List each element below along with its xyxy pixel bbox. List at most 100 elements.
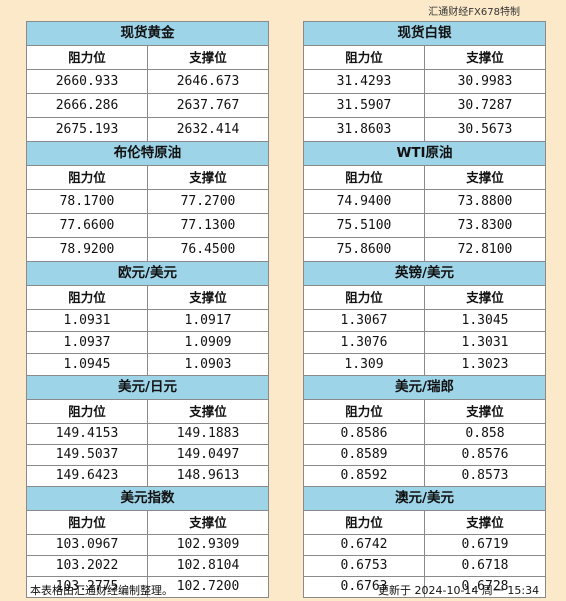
support-value: 149.1883 [176, 426, 240, 441]
support-value: 1.3023 [461, 357, 509, 372]
support-value: 0.8576 [461, 447, 509, 462]
support-value: 0.858 [465, 426, 505, 441]
resistance-header: 阻力位 [27, 46, 148, 69]
support-value: 149.0497 [176, 447, 240, 462]
table-row: 31.8603 30.5673 [304, 118, 545, 142]
resistance-value: 2660.933 [27, 70, 148, 93]
resistance-value: 31.5907 [304, 94, 425, 117]
resistance-header: 阻力位 [304, 46, 425, 69]
table-row: 75.8600 72.8100 [304, 238, 545, 262]
support-value: 30.5673 [457, 122, 513, 137]
credit-label: 汇通财经FX678特制 [428, 7, 520, 18]
instrument-block: 澳元/美元 阻力位 支撑位 0.6742 0.6719 0.6753 0.6718 0.676… [304, 487, 545, 597]
column-header-row: 阻力位 支撑位 [304, 511, 545, 535]
resistance-value: 74.9400 [304, 190, 425, 213]
resistance-value: 1.3067 [304, 310, 425, 331]
column-header-row: 阻力位 支撑位 [27, 286, 268, 310]
resistance-value: 149.4153 [27, 424, 148, 444]
resistance-value: 0.8589 [304, 445, 425, 465]
column-header-row: 阻力位 支撑位 [304, 286, 545, 310]
table-row: 1.0945 1.0903 [27, 354, 268, 376]
support-header: 支撑位 [466, 404, 504, 419]
resistance-header: 阻力位 [27, 166, 148, 189]
resistance-value: 103.2022 [27, 556, 148, 576]
resistance-value: 0.6753 [304, 556, 425, 576]
support-header: 支撑位 [466, 515, 504, 530]
resistance-value: 149.6423 [27, 466, 148, 486]
resistance-value: 31.4293 [304, 70, 425, 93]
support-header: 支撑位 [466, 170, 504, 185]
table-row: 0.8586 0.858 [304, 424, 545, 445]
instrument-block: 英镑/美元 阻力位 支撑位 1.3067 1.3045 1.3076 1.3031 1.309… [304, 262, 545, 376]
resistance-value: 1.0931 [27, 310, 148, 331]
table-row: 103.2775 102.7200 [27, 577, 268, 597]
resistance-value: 1.309 [304, 354, 425, 375]
column-header-row: 阻力位 支撑位 [27, 400, 268, 424]
table-row: 0.6753 0.6718 [304, 556, 545, 577]
resistance-header: 阻力位 [27, 511, 148, 534]
column-header-row: 阻力位 支撑位 [304, 166, 545, 190]
resistance-value: 78.9200 [27, 238, 148, 261]
table-row: 0.8592 0.8573 [304, 466, 545, 487]
instrument-block: 美元/日元 阻力位 支撑位 149.4153 149.1883 149.5037 149.0… [27, 376, 268, 487]
table-row: 0.6742 0.6719 [304, 535, 545, 556]
resistance-value: 31.8603 [304, 118, 425, 141]
table-row: 2666.286 2637.767 [27, 94, 268, 118]
footer-note: 本表格由汇通财经编制整理。 [30, 584, 173, 597]
resistance-value: 0.6763 [304, 577, 425, 597]
support-value: 148.9613 [176, 468, 240, 483]
instrument-block: 布伦特原油 阻力位 支撑位 78.1700 77.2700 77.6600 77.1300 7… [27, 142, 268, 262]
table-row: 75.5100 73.8300 [304, 214, 545, 238]
table-row: 149.4153 149.1883 [27, 424, 268, 445]
instrument-title: 美元指数 [27, 487, 268, 511]
resistance-value: 77.6600 [27, 214, 148, 237]
left-column: 现货黄金 阻力位 支撑位 2660.933 2646.673 2666.286 2637.7… [26, 21, 269, 598]
footer-updated: 更新于 2024-10-14 周一 15:34 [378, 584, 540, 597]
support-value: 1.3045 [461, 313, 509, 328]
column-header-row: 阻力位 支撑位 [304, 46, 545, 70]
instrument-block: 欧元/美元 阻力位 支撑位 1.0931 1.0917 1.0937 1.0909 1.094… [27, 262, 268, 376]
support-header: 支撑位 [189, 515, 227, 530]
instrument-title: 现货黄金 [27, 22, 268, 46]
table-row: 78.1700 77.2700 [27, 190, 268, 214]
right-column: 现货白银 阻力位 支撑位 31.4293 30.9983 31.5907 30.7287 31… [303, 21, 546, 598]
instrument-title: 布伦特原油 [27, 142, 268, 166]
instrument-block: WTI原油 阻力位 支撑位 74.9400 73.8800 75.5100 73.8300 7… [304, 142, 545, 262]
instrument-title: 现货白银 [304, 22, 545, 46]
column-header-row: 阻力位 支撑位 [27, 166, 268, 190]
support-header: 支撑位 [189, 50, 227, 65]
support-value: 0.6728 [461, 579, 509, 594]
support-value: 30.9983 [457, 74, 513, 89]
support-header: 支撑位 [189, 404, 227, 419]
support-value: 1.3031 [461, 335, 509, 350]
resistance-value: 103.2775 [27, 577, 148, 597]
table-row: 1.3076 1.3031 [304, 332, 545, 354]
table-row: 1.3067 1.3045 [304, 310, 545, 332]
table-row: 149.5037 149.0497 [27, 445, 268, 466]
support-value: 77.2700 [180, 194, 236, 209]
table-row: 78.9200 76.4500 [27, 238, 268, 262]
support-value: 73.8300 [457, 218, 513, 233]
support-value: 2637.767 [176, 98, 240, 113]
resistance-header: 阻力位 [304, 511, 425, 534]
resistance-value: 149.5037 [27, 445, 148, 465]
support-value: 0.8573 [461, 468, 509, 483]
table-row: 149.6423 148.9613 [27, 466, 268, 487]
resistance-value: 0.8586 [304, 424, 425, 444]
instrument-block: 现货白银 阻力位 支撑位 31.4293 30.9983 31.5907 30.7287 31… [304, 22, 545, 142]
resistance-value: 75.8600 [304, 238, 425, 261]
resistance-value: 0.8592 [304, 466, 425, 486]
support-value: 1.0903 [184, 357, 232, 372]
support-value: 30.7287 [457, 98, 513, 113]
resistance-value: 2675.193 [27, 118, 148, 141]
resistance-value: 1.0945 [27, 354, 148, 375]
instrument-title: 美元/日元 [27, 376, 268, 400]
support-value: 0.6719 [461, 537, 509, 552]
instrument-title: 美元/瑞郎 [304, 376, 545, 400]
table-row: 2675.193 2632.414 [27, 118, 268, 142]
support-value: 2632.414 [176, 122, 240, 137]
instrument-title: 澳元/美元 [304, 487, 545, 511]
table-row: 74.9400 73.8800 [304, 190, 545, 214]
resistance-value: 0.6742 [304, 535, 425, 555]
column-header-row: 阻力位 支撑位 [27, 46, 268, 70]
